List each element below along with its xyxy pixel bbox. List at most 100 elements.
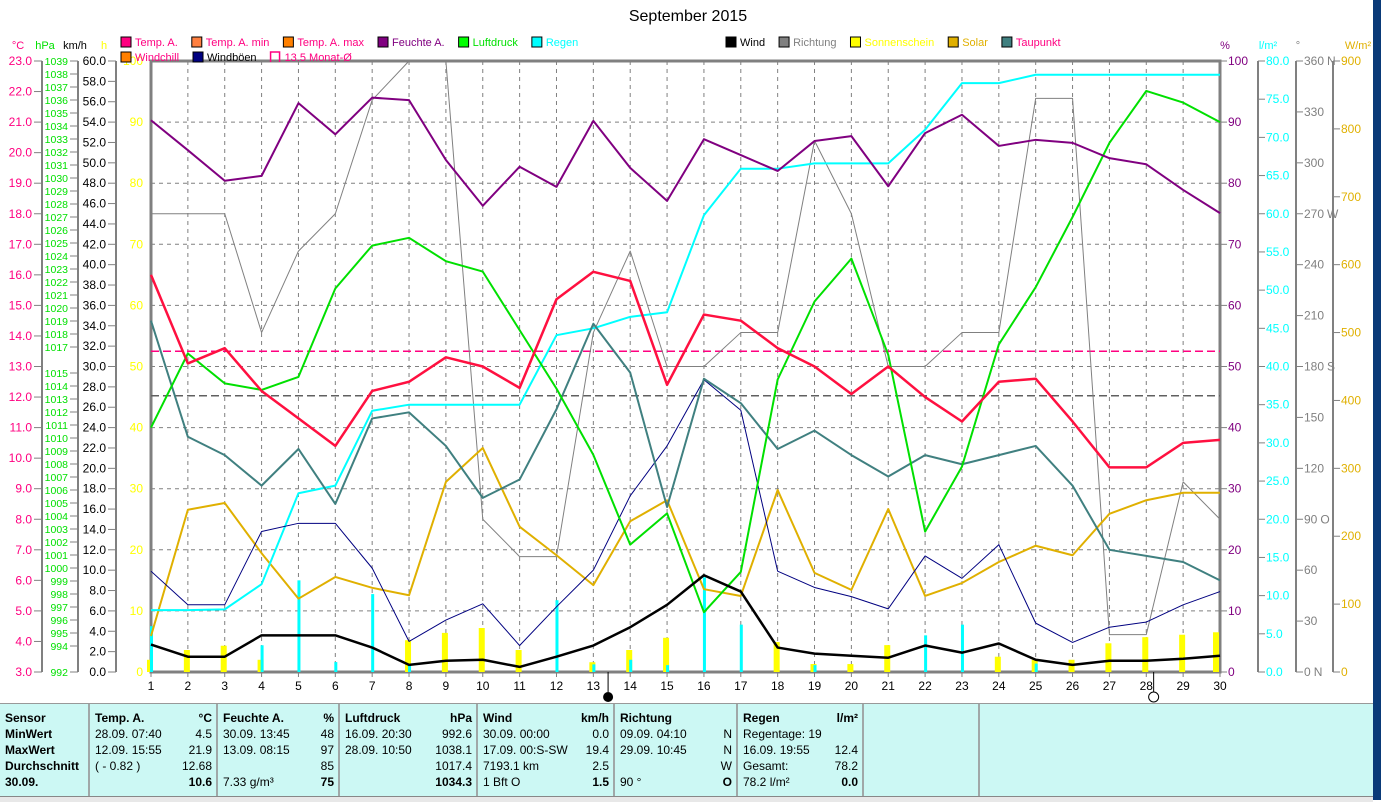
- stats-row: 29.09. 10:45 N: [620, 742, 732, 758]
- axis-unit-temp_c: °C: [12, 40, 24, 52]
- axis-tick-label-direction_deg: 30: [1304, 614, 1318, 628]
- stats-cell: °C: [199, 710, 212, 726]
- axis-tick-label-pressure_hpa: 1014: [45, 381, 69, 393]
- axis-tick-label-solar_wm2: 600: [1341, 258, 1361, 272]
- stats-cell: 75: [321, 774, 334, 790]
- axis-tick-label-pressure_hpa: 1000: [45, 563, 69, 575]
- window-edge: [1373, 0, 1381, 800]
- axis-tick-label-direction_deg: 270: [1304, 207, 1324, 221]
- axis-tick-label-humidity_pct: 60: [1228, 298, 1242, 312]
- stats-cell: MinWert: [5, 726, 52, 742]
- axis-tick-label-rain_lm2: 70.0: [1266, 130, 1290, 144]
- axis-tick-label-temp_c: 4.0: [15, 634, 32, 648]
- stats-cell: Durchschnitt: [5, 758, 79, 774]
- stats-row: 85: [223, 758, 334, 774]
- stats-row: 10.6: [95, 774, 212, 790]
- status-bar: [0, 796, 1373, 802]
- x-tick-label: 9: [443, 679, 450, 693]
- stats-cell: 21.9: [189, 742, 212, 758]
- x-tick-label: 10: [476, 679, 490, 693]
- axis-tick-label-solar_wm2: 0: [1341, 665, 1348, 679]
- stats-cell: 19.4: [586, 742, 609, 758]
- axis-tick-label-temp_c: 16.0: [9, 268, 33, 282]
- axis-tick-label-wind_kmh: 44.0: [83, 217, 107, 231]
- legend-swatch: [121, 52, 131, 62]
- bar-regen-t-glich: [740, 625, 743, 672]
- axis-tick-label-wind_kmh: 0.0: [89, 665, 106, 679]
- axis-tick-label-pressure_hpa: 1022: [45, 277, 69, 289]
- legend-swatch: [850, 37, 860, 47]
- stats-cell: 09.09. 04:10: [620, 726, 687, 742]
- full-moon-icon: [1149, 692, 1159, 702]
- stats-cell: hPa: [450, 710, 472, 726]
- bar-sonnenschein: [516, 650, 522, 672]
- legend-swatch: [459, 37, 469, 47]
- axis-tick-label-pressure_hpa: 1038: [45, 69, 69, 81]
- axis-tick-label-pressure_hpa: 1010: [45, 433, 69, 445]
- legend-label: Windböen: [207, 52, 257, 64]
- axis-tick-label-direction_deg: 300: [1304, 156, 1324, 170]
- axis-tick-label-temp_c: 17.0: [9, 237, 33, 251]
- axis-tick-label-wind_kmh: 22.0: [83, 441, 107, 455]
- bar-sonnenschein: [184, 650, 190, 672]
- legend-swatch: [193, 52, 203, 62]
- stats-cell: N: [723, 742, 732, 758]
- axis-tick-label-wind_kmh: 12.0: [83, 543, 107, 557]
- axis-tick-label-temp_c: 15.0: [9, 298, 33, 312]
- axis-tick-label-wind_kmh: 40.0: [83, 258, 107, 272]
- stats-cell: 48: [321, 726, 334, 742]
- axis-tick-label-temp_c: 20.0: [9, 146, 33, 160]
- stats-cell: 97: [321, 742, 334, 758]
- axis-tick-label-wind_kmh: 54.0: [83, 115, 107, 129]
- legend-label: Temp. A. max: [297, 37, 364, 49]
- legend-label: Taupunkt: [1016, 37, 1061, 49]
- axis-tick-label-solar_wm2: 400: [1341, 393, 1361, 407]
- axis-tick-label-pressure_hpa: 1037: [45, 82, 69, 94]
- axis-tick-label-pressure_hpa: 1017: [45, 342, 69, 354]
- axis-tick-label-wind_kmh: 34.0: [83, 319, 107, 333]
- axis-tick-label-direction_deg: 90: [1304, 512, 1318, 526]
- axis-tick-label-direction_deg: 150: [1304, 410, 1324, 424]
- axis-tick-label-humidity_pct: 90: [1228, 115, 1242, 129]
- x-tick-label: 15: [660, 679, 674, 693]
- stats-cell: W: [721, 758, 732, 774]
- stats-cell: N: [723, 726, 732, 742]
- axis-tick-label-humidity_pct: 10: [1228, 604, 1242, 618]
- stats-row: Gesamt:78.2: [743, 758, 858, 774]
- x-tick-label: 2: [185, 679, 192, 693]
- axis-tick-label-pressure_hpa: 1025: [45, 238, 69, 250]
- legend-swatch: [378, 37, 388, 47]
- axis-tick-label-rain_lm2: 75.0: [1266, 92, 1290, 106]
- legend-label: Luftdruck: [473, 37, 519, 49]
- stats-cell: 12.09. 15:55: [95, 742, 162, 758]
- axis-tick-label-wind_kmh: 36.0: [83, 298, 107, 312]
- axis-tick-label-sun_h: 50: [130, 360, 144, 374]
- axis-tick-label-humidity_pct: 30: [1228, 482, 1242, 496]
- legend-swatch: [532, 37, 542, 47]
- bar-regen-t-glich: [297, 580, 300, 672]
- stats-cell: 28.09. 10:50: [345, 742, 412, 758]
- axis-tick-label-pressure_hpa: 1031: [45, 160, 69, 172]
- axis-tick-label-temp_c: 10.0: [9, 451, 33, 465]
- legend-label: Sonnenschein: [864, 37, 934, 49]
- axis-tick-label-pressure_hpa: 1020: [45, 303, 69, 315]
- axis-unit-humidity_pct: %: [1220, 40, 1230, 52]
- stats-cell: ( - 0.82 ): [95, 758, 140, 774]
- axis-tick-label-pressure_hpa: 1039: [45, 56, 69, 68]
- x-tick-label: 6: [332, 679, 339, 693]
- axis-tick-label-rain_lm2: 0.0: [1266, 665, 1283, 679]
- stats-cell: 28.09. 07:40: [95, 726, 162, 742]
- axis-tick-label-rain_lm2: 35.0: [1266, 398, 1290, 412]
- axis-tick-label-humidity_pct: 40: [1228, 421, 1242, 435]
- axis-tick-label-direction_deg: 360: [1304, 54, 1324, 68]
- axis-tick-label-solar_wm2: 900: [1341, 54, 1361, 68]
- stats-cell: 29.09. 10:45: [620, 742, 687, 758]
- axis-tick-label-pressure_hpa: 1030: [45, 173, 69, 185]
- axis-tick-label-pressure_hpa: 1033: [45, 134, 69, 146]
- axis-tick-label-rain_lm2: 40.0: [1266, 360, 1290, 374]
- legend-label: Wind: [740, 37, 765, 49]
